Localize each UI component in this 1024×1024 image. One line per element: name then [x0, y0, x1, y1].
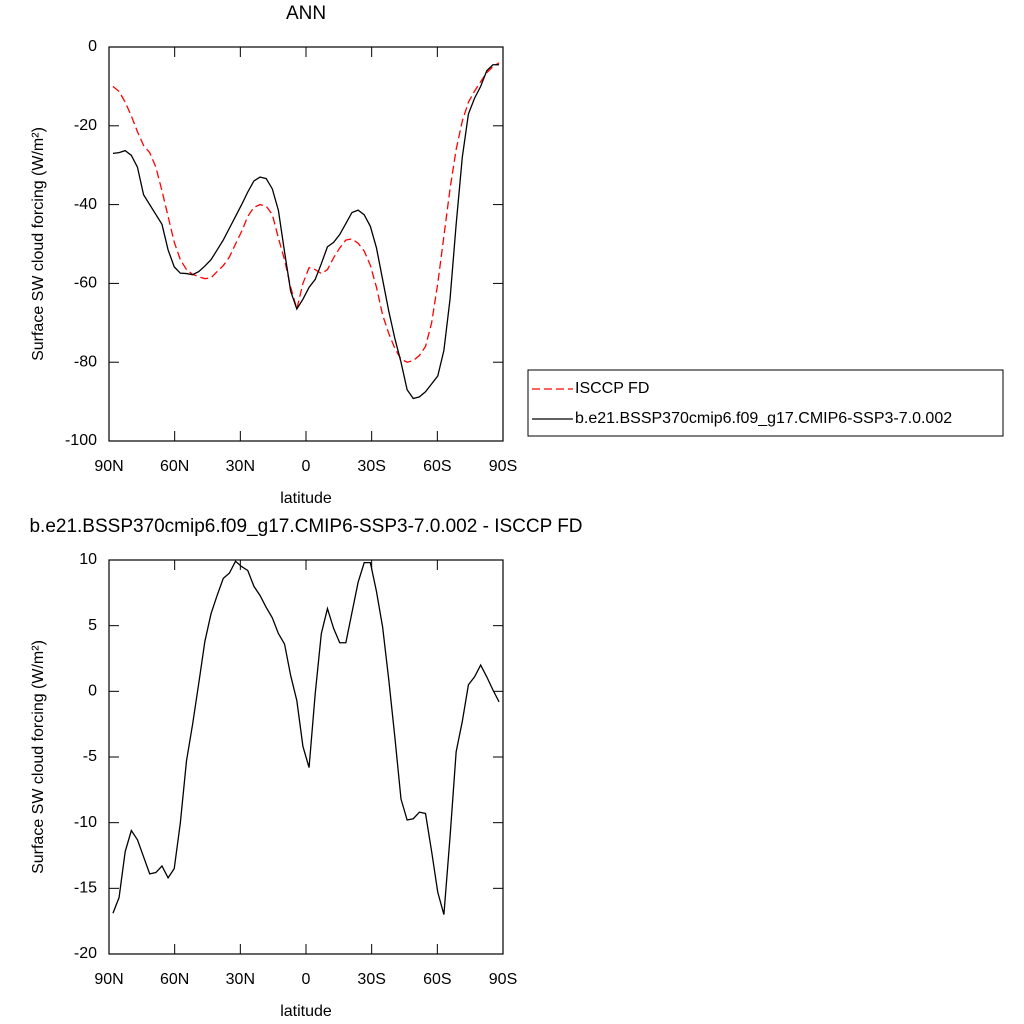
data-line	[112, 560, 500, 915]
y-tick-label: -100	[65, 432, 97, 449]
x-tick-label: 30S	[357, 971, 385, 988]
plot-frame	[108, 46, 504, 442]
y-tick-label: -60	[74, 275, 97, 292]
x-tick-label: 90N	[94, 458, 123, 475]
data-line	[112, 64, 500, 400]
x-tick-label: 30N	[226, 971, 255, 988]
y-tick-label: 0	[88, 38, 97, 55]
y-tick-label: -15	[74, 880, 97, 897]
y-tick-label: 5	[88, 617, 97, 634]
x-tick-label: 0	[302, 971, 311, 988]
x-tick-label: 90S	[489, 458, 517, 475]
y-tick-label: -40	[74, 196, 97, 213]
y-axis-label: Surface SW cloud forcing (W/m²)	[30, 640, 47, 874]
x-tick-label: 90S	[489, 971, 517, 988]
legend-box	[527, 369, 1004, 437]
y-tick-label: 10	[79, 551, 97, 568]
y-tick-label: -10	[74, 814, 97, 831]
y-tick-label: 0	[88, 683, 97, 700]
x-tick-label: 0	[302, 458, 311, 475]
x-tick-label: 60S	[423, 971, 451, 988]
data-line	[112, 62, 500, 363]
legend-label: b.e21.BSSP370cmip6.f09_g17.CMIP6-SSP3-7.…	[575, 410, 952, 427]
legend-label: ISCCP FD	[575, 380, 649, 397]
x-tick-label: 60N	[160, 458, 189, 475]
y-tick-label: -20	[74, 117, 97, 134]
y-tick-label: -5	[83, 748, 97, 765]
y-tick-label: -80	[74, 353, 97, 370]
x-tick-label: 30N	[226, 458, 255, 475]
plot-frame	[108, 559, 504, 955]
x-axis-label: latitude	[280, 490, 332, 507]
x-tick-label: 60N	[160, 971, 189, 988]
x-axis-label: latitude	[280, 1003, 332, 1020]
x-tick-label: 90N	[94, 971, 123, 988]
x-tick-label: 60S	[423, 458, 451, 475]
y-tick-label: -20	[74, 945, 97, 962]
x-tick-label: 30S	[357, 458, 385, 475]
y-axis-label: Surface SW cloud forcing (W/m²)	[30, 127, 47, 361]
chart-title: ANN	[286, 3, 326, 24]
chart-title: b.e21.BSSP370cmip6.f09_g17.CMIP6-SSP3-7.…	[29, 516, 582, 537]
